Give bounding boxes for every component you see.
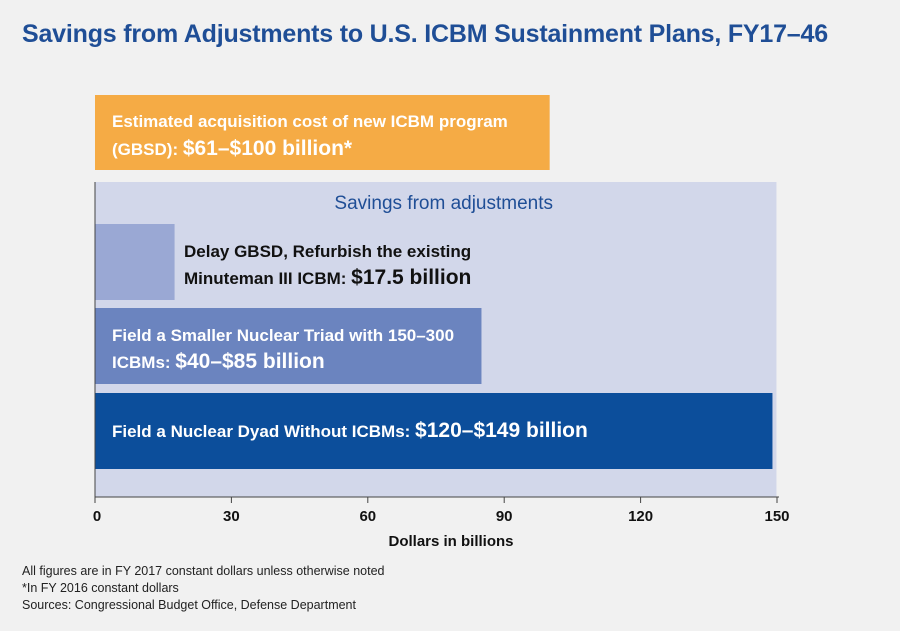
bar-label-acquisition-line2: (GBSD): $61–$100 billion* bbox=[112, 137, 353, 160]
x-tick-label-0: 0 bbox=[93, 508, 101, 525]
x-tick-label-60: 60 bbox=[359, 508, 376, 525]
bar-chart: Savings from adjustments Estimated acquis… bbox=[0, 0, 900, 631]
x-tick-label-90: 90 bbox=[496, 508, 513, 525]
x-tick-label-150: 150 bbox=[764, 508, 789, 525]
bar-value-acquisition: $61–$100 billion* bbox=[183, 137, 353, 160]
savings-group-label: Savings from adjustments bbox=[334, 193, 553, 214]
footnote-constant-dollars: All figures are in FY 2017 constant doll… bbox=[22, 564, 384, 578]
x-axis-title: Dollars in billions bbox=[388, 533, 513, 550]
footnote-fy2016: *In FY 2016 constant dollars bbox=[22, 581, 179, 595]
bar-label-smaller-triad-line1: Field a Smaller Nuclear Triad with 150–3… bbox=[112, 326, 454, 345]
footnote-sources: Sources: Congressional Budget Office, De… bbox=[22, 598, 356, 612]
bar-label-acquisition-line1: Estimated acquisition cost of new ICBM p… bbox=[112, 112, 508, 131]
bar-label-delay-gbsd-line2: Minuteman III ICBM: $17.5 billion bbox=[184, 266, 471, 289]
bar-label-delay-gbsd-line1: Delay GBSD, Refurbish the existing bbox=[184, 242, 471, 261]
bar-value-smaller-triad: $40–$85 billion bbox=[175, 350, 324, 373]
x-tick-label-30: 30 bbox=[223, 508, 240, 525]
x-tick-label-120: 120 bbox=[628, 508, 653, 525]
bar-label-dyad-line1: Field a Nuclear Dyad Without ICBMs: $120… bbox=[112, 419, 588, 442]
bar-value-delay-gbsd: $17.5 billion bbox=[351, 266, 471, 289]
bar-label-smaller-triad-line2: ICBMs: $40–$85 billion bbox=[112, 350, 325, 373]
bar-delay-gbsd bbox=[95, 224, 175, 300]
bar-value-dyad: $120–$149 billion bbox=[415, 419, 588, 442]
